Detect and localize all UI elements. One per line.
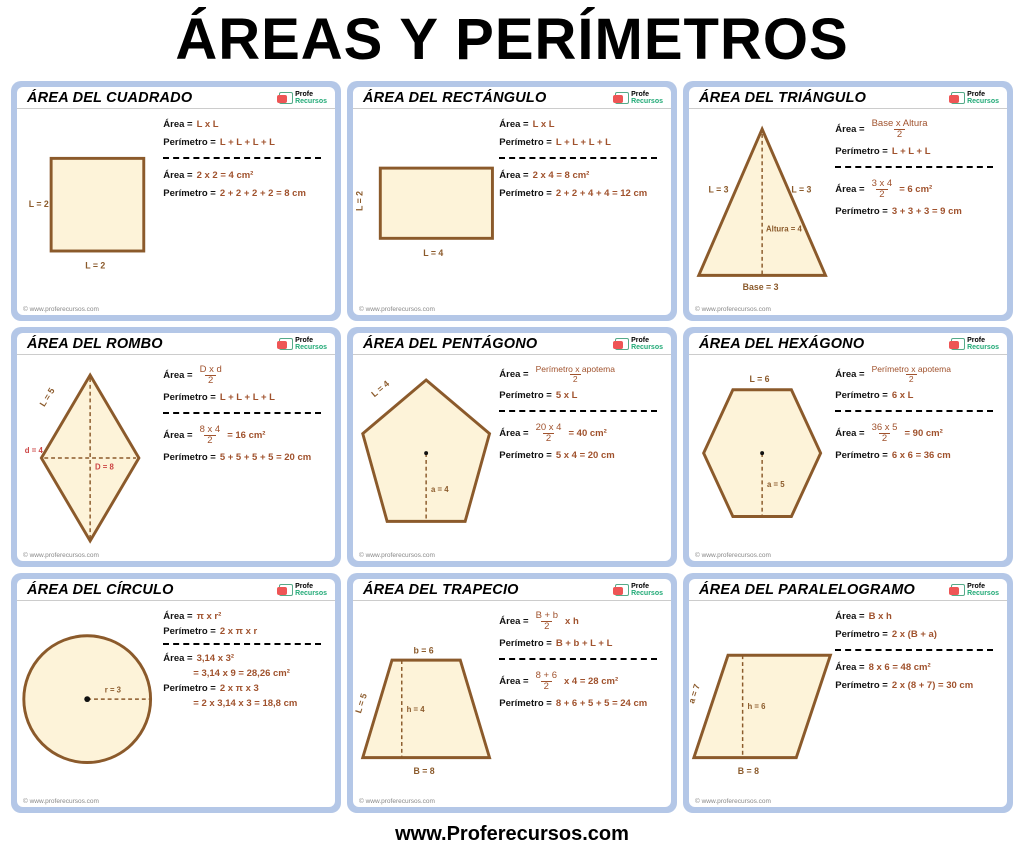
card-footer: © www.proferecursos.com (695, 306, 771, 313)
card-cuadrado: ÁREA DEL CUADRADO ProfeRecursos L = 2 L … (11, 81, 341, 321)
logo: ProfeRecursos (615, 583, 663, 597)
logo: ProfeRecursos (279, 337, 327, 351)
card-footer: © www.proferecursos.com (695, 552, 771, 559)
card-footer: © www.proferecursos.com (359, 798, 435, 805)
svg-text:L = 2: L = 2 (85, 261, 105, 271)
cards-grid: ÁREA DEL CUADRADO ProfeRecursos L = 2 L … (11, 81, 1013, 813)
card-rectangulo: ÁREA DEL RECTÁNGULO ProfeRecursos L = 2 … (347, 81, 677, 321)
card-pentagono: ÁREA DEL PENTÁGONO ProfeRecursos L = 4 a… (347, 327, 677, 567)
card-title: ÁREA DEL TRIÁNGULO (699, 90, 866, 106)
svg-text:Base = 3: Base = 3 (743, 282, 779, 292)
card-triangulo: ÁREA DEL TRIÁNGULO ProfeRecursos L = 3 L… (683, 81, 1013, 321)
svg-text:L = 2: L = 2 (355, 191, 365, 211)
logo: ProfeRecursos (615, 91, 663, 105)
svg-text:r = 3: r = 3 (105, 685, 122, 694)
card-title: ÁREA DEL PARALELOGRAMO (699, 582, 915, 598)
card-title: ÁREA DEL PENTÁGONO (363, 336, 537, 352)
svg-text:L = 5: L = 5 (353, 692, 369, 714)
card-footer: © www.proferecursos.com (695, 798, 771, 805)
svg-text:a = 5: a = 5 (767, 480, 785, 489)
card-title: ÁREA DEL TRAPECIO (363, 582, 519, 598)
svg-text:a = 7: a = 7 (689, 683, 702, 705)
svg-text:L = 6: L = 6 (749, 374, 769, 384)
card-title: ÁREA DEL CUADRADO (27, 90, 192, 106)
card-trapecio: ÁREA DEL TRAPECIO ProfeRecursos b = 6 B … (347, 573, 677, 813)
svg-text:L = 3: L = 3 (791, 184, 811, 194)
svg-text:h = 4: h = 4 (407, 705, 426, 714)
card-footer: © www.proferecursos.com (23, 798, 99, 805)
page-title: ÁREAS Y PERÍMETROS (175, 6, 848, 73)
card-title: ÁREA DEL CÍRCULO (27, 582, 174, 598)
svg-text:B = 8: B = 8 (738, 766, 759, 776)
svg-text:B = 8: B = 8 (413, 766, 434, 776)
logo: ProfeRecursos (279, 583, 327, 597)
card-circulo: ÁREA DEL CÍRCULO ProfeRecursos r = 3 Áre… (11, 573, 341, 813)
svg-text:L = 4: L = 4 (423, 248, 443, 258)
footer: www.Proferecursos.com (395, 823, 629, 846)
card-rombo: ÁREA DEL ROMBO ProfeRecursos L = 5 d = 4… (11, 327, 341, 567)
card-footer: © www.proferecursos.com (23, 306, 99, 313)
svg-text:L = 2: L = 2 (29, 199, 49, 209)
svg-text:b = 6: b = 6 (413, 645, 433, 655)
logo: ProfeRecursos (951, 583, 999, 597)
logo: ProfeRecursos (615, 337, 663, 351)
svg-text:h = 6: h = 6 (748, 702, 767, 711)
svg-text:L = 4: L = 4 (369, 378, 391, 399)
logo: ProfeRecursos (279, 91, 327, 105)
svg-text:D = 8: D = 8 (95, 463, 115, 472)
svg-text:d = 4: d = 4 (25, 446, 44, 455)
card-footer: © www.proferecursos.com (359, 306, 435, 313)
logo: ProfeRecursos (951, 91, 999, 105)
svg-text:Altura = 4: Altura = 4 (766, 225, 802, 234)
svg-text:L = 3: L = 3 (709, 184, 729, 194)
card-paralelogramo: ÁREA DEL PARALELOGRAMO ProfeRecursos a =… (683, 573, 1013, 813)
logo: ProfeRecursos (951, 337, 999, 351)
card-title: ÁREA DEL RECTÁNGULO (363, 90, 546, 106)
card-footer: © www.proferecursos.com (23, 552, 99, 559)
svg-text:a = 4: a = 4 (431, 485, 449, 494)
card-title: ÁREA DEL ROMBO (27, 336, 163, 352)
svg-text:L = 5: L = 5 (38, 386, 57, 408)
card-hexagono: ÁREA DEL HEXÁGONO ProfeRecursos L = 6 a … (683, 327, 1013, 567)
card-title: ÁREA DEL HEXÁGONO (699, 336, 864, 352)
card-footer: © www.proferecursos.com (359, 552, 435, 559)
